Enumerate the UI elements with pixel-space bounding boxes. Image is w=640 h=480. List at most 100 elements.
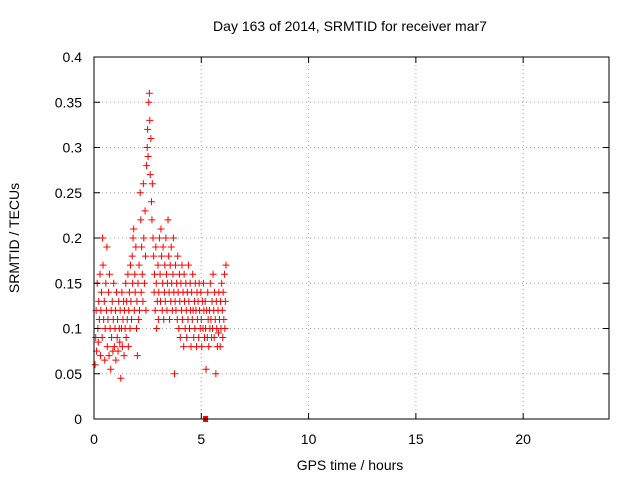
data-point (135, 306, 143, 314)
data-point (139, 180, 147, 188)
data-point (105, 288, 113, 296)
data-point (135, 315, 143, 323)
data-point (138, 243, 146, 251)
data-point (135, 261, 143, 269)
data-point (176, 334, 184, 342)
data-point (152, 243, 160, 251)
y-tick-label: 0.2 (63, 230, 83, 246)
data-point (218, 306, 226, 314)
data-point (101, 356, 109, 364)
data-point (143, 144, 151, 151)
data-point (157, 225, 165, 233)
data-point (142, 306, 150, 314)
data-point (114, 347, 122, 355)
data-point (164, 216, 172, 224)
data-point (163, 270, 171, 278)
data-point (110, 343, 118, 351)
data-point (144, 125, 152, 133)
data-point (183, 334, 191, 342)
data-point (169, 270, 177, 278)
y-tick-label: 0.05 (55, 366, 82, 382)
data-point (126, 325, 134, 332)
data-point (202, 365, 210, 373)
data-point (139, 297, 147, 305)
data-point (156, 270, 164, 278)
data-point (165, 252, 173, 260)
data-point (159, 243, 167, 251)
data-point (206, 279, 214, 287)
data-point (142, 252, 149, 260)
data-point (122, 279, 130, 287)
data-point (199, 279, 207, 287)
data-point (178, 261, 186, 269)
data-point (145, 98, 153, 106)
data-point (124, 270, 132, 278)
data-point (219, 288, 227, 296)
data-point (140, 234, 148, 242)
data-point (184, 261, 192, 269)
data-point (103, 343, 111, 351)
data-point (201, 297, 209, 305)
y-tick-label: 0 (74, 411, 82, 427)
data-point (138, 270, 146, 278)
data-point (145, 89, 153, 97)
data-point (94, 338, 102, 346)
data-point (128, 252, 136, 260)
data-point (209, 270, 217, 278)
data-point (110, 279, 118, 287)
data-point (137, 216, 145, 224)
data-point (149, 234, 157, 242)
x-axis-label: GPS time / hours (297, 457, 404, 473)
data-point (122, 334, 130, 342)
data-point (98, 288, 106, 296)
data-point (141, 207, 149, 215)
y-tick-label: 0.3 (63, 140, 83, 156)
data-point (162, 234, 170, 242)
data-point (116, 338, 124, 346)
data-point (100, 297, 108, 305)
data-point (133, 352, 141, 360)
data-point (99, 234, 107, 242)
data-point (107, 365, 115, 373)
data-point (151, 306, 159, 314)
data-point (96, 352, 104, 360)
data-point (169, 234, 177, 242)
data-point (113, 334, 121, 342)
data-point (205, 343, 213, 351)
data-point (131, 288, 139, 296)
data-point (92, 334, 100, 342)
data-point (154, 261, 162, 269)
x-tick-label: 15 (408, 431, 424, 447)
y-tick-label: 0.1 (63, 321, 83, 337)
data-point (130, 225, 138, 233)
data-point (136, 189, 144, 197)
data-point (112, 356, 120, 364)
data-points (91, 89, 230, 422)
data-point (127, 297, 135, 305)
data-point (210, 334, 218, 342)
data-point (216, 343, 224, 351)
data-point (222, 261, 230, 269)
x-tick-label: 0 (90, 431, 98, 447)
data-point (153, 325, 161, 332)
data-point (128, 315, 136, 323)
data-point (133, 297, 141, 305)
data-point (197, 288, 205, 296)
data-point (148, 216, 156, 224)
data-point (175, 325, 183, 332)
x-tick-label: 10 (301, 431, 317, 447)
data-point (108, 297, 116, 305)
data-point (204, 288, 212, 296)
data-point (221, 297, 229, 305)
y-tick-label: 0.35 (55, 94, 82, 110)
data-point (180, 270, 188, 278)
data-point (96, 270, 104, 278)
data-point (212, 370, 220, 378)
data-point (140, 279, 148, 287)
x-tick-label: 20 (515, 431, 531, 447)
data-point (99, 261, 107, 269)
chart-title: Day 163 of 2014, SRMTID for receiver mar… (213, 18, 487, 34)
data-point (144, 153, 152, 161)
data-point (150, 252, 158, 260)
